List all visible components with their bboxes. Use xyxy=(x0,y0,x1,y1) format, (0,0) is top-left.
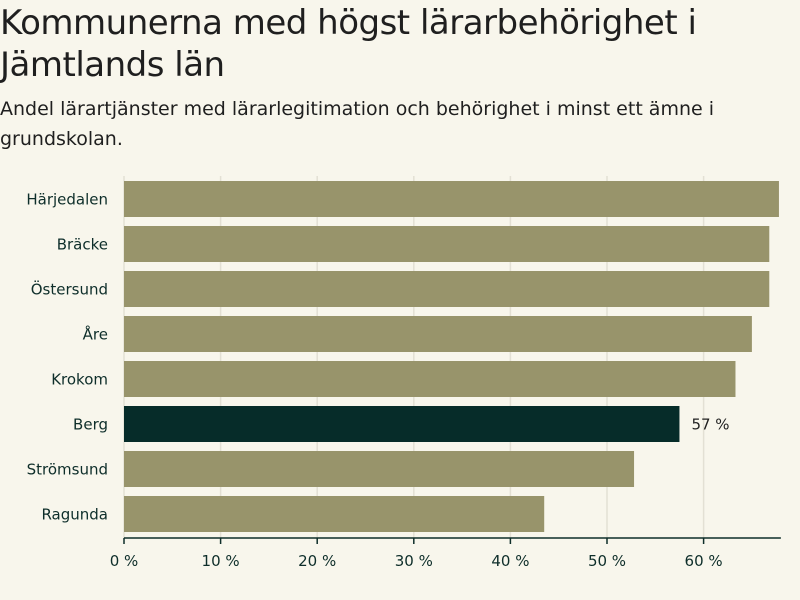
category-label: Berg xyxy=(73,416,108,434)
category-label: Åre xyxy=(83,325,108,344)
bar-östersund xyxy=(124,271,770,307)
x-tick-label: 40 % xyxy=(491,552,529,570)
category-labels: Härjedalen Bräcke Östersund Åre Krokom Berg 57… xyxy=(26,191,729,524)
bar-bräcke xyxy=(124,226,770,262)
x-tick-label: 10 % xyxy=(202,552,240,570)
bar-åre xyxy=(124,316,752,352)
x-tick-label: 30 % xyxy=(395,552,433,570)
x-tick-label: 20 % xyxy=(298,552,336,570)
category-label: Strömsund xyxy=(27,461,108,479)
chart-subtitle: Andel lärartjänster med lärarlegitimatio… xyxy=(0,98,715,150)
bar-berg xyxy=(124,406,680,442)
bars xyxy=(124,181,779,532)
category-label: Krokom xyxy=(51,371,108,389)
chart-title: Kommunerna med högst lärarbehörighet i J… xyxy=(0,3,697,85)
bar-strömsund xyxy=(124,451,635,487)
x-tick-label: 50 % xyxy=(588,552,626,570)
x-axis: 0 % 10 % 20 % 30 % 40 % 50 % 60 % xyxy=(110,537,781,570)
category-label: Ragunda xyxy=(41,506,108,524)
x-tick-label: 0 % xyxy=(110,552,139,570)
bar-ragunda xyxy=(124,496,545,532)
bar-krokom xyxy=(124,361,736,397)
data-label: 57 % xyxy=(691,416,729,434)
category-label: Östersund xyxy=(31,280,108,299)
category-label: Härjedalen xyxy=(26,191,108,209)
category-label: Bräcke xyxy=(57,236,108,254)
x-tick-label: 60 % xyxy=(685,552,723,570)
bar-härjedalen xyxy=(124,181,779,217)
